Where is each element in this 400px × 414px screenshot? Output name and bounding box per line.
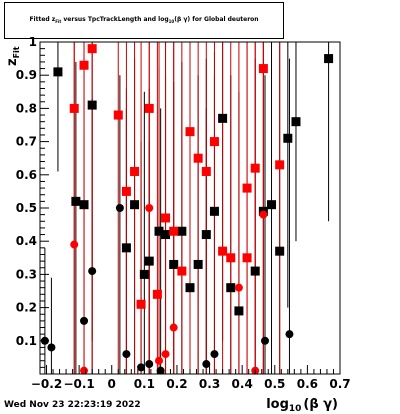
y-tick-label: 0.5 [16, 201, 37, 215]
data-point-2-8 [259, 210, 268, 219]
data-point-1-7 [144, 256, 154, 266]
data-point-1-8 [154, 226, 164, 236]
chart-title: Fitted zFit versus TpcTrackLength and lo… [29, 16, 259, 25]
y-tick-label: 0.6 [16, 168, 37, 182]
data-point-1-10 [169, 259, 179, 269]
data-point-3-14 [201, 166, 211, 176]
data-point-2-4 [161, 350, 170, 359]
data-point-1-5 [130, 200, 140, 210]
x-tick-label: 0.3 [199, 377, 220, 391]
data-point-1-3 [87, 100, 97, 110]
y-tick-label: 0.8 [16, 101, 37, 115]
data-point-0-7 [145, 360, 154, 369]
data-point-1-19 [250, 266, 260, 276]
data-point-1-16 [218, 113, 228, 123]
x-tick-label: 0.4 [232, 377, 253, 391]
x-tick-label: 0.2 [166, 377, 187, 391]
data-point-1-18 [234, 306, 244, 316]
data-point-3-5 [130, 166, 140, 176]
data-point-0-8 [156, 366, 165, 375]
data-point-2-5 [169, 323, 178, 332]
data-point-2-3 [155, 356, 164, 365]
data-point-3-0 [69, 103, 79, 113]
data-point-3-18 [242, 253, 252, 263]
data-point-1-6 [139, 269, 149, 279]
data-point-0-2 [80, 316, 89, 325]
chart-title-box: Fitted zFit versus TpcTrackLength and lo… [4, 2, 284, 39]
data-point-3-15 [209, 137, 219, 147]
data-point-0-4 [115, 204, 124, 212]
data-point-1-21 [267, 200, 277, 210]
data-point-1-2 [79, 200, 89, 210]
data-point-0-12 [285, 330, 294, 339]
y-tick-label: 0.1 [16, 334, 37, 348]
data-point-1-23 [283, 133, 293, 143]
data-point-3-17 [226, 253, 236, 263]
data-point-0-6 [137, 363, 146, 372]
data-point-1-0 [53, 67, 63, 77]
data-point-3-4 [121, 186, 131, 196]
data-point-3-9 [161, 213, 171, 223]
data-point-3-2 [87, 44, 97, 54]
y-tick-label: 0.4 [16, 234, 37, 248]
data-point-3-3 [113, 110, 123, 120]
axis-tick-labels: −0.2 −0.1 0 0.1 0.2 0.3 0.4 0.5 0.6 0.7 0.1 0.2 0.3 0… [16, 35, 351, 391]
x-tick-label: 0 [108, 377, 116, 391]
y-tick-label: 0.9 [16, 68, 37, 82]
x-tick-label: 0.1 [134, 377, 155, 391]
data-point-3-19 [242, 183, 252, 193]
data-point-2-2 [145, 204, 154, 212]
data-point-1-4 [121, 243, 131, 253]
y-tick-label: 0.7 [16, 135, 37, 149]
data-point-1-14 [201, 230, 211, 240]
x-tick-label: −0.2 [31, 377, 62, 391]
x-tick-label: −0.1 [63, 377, 94, 391]
data-point-3-11 [177, 266, 187, 276]
data-point-2-6 [234, 283, 243, 292]
data-point-3-21 [258, 64, 268, 74]
timestamp-footer: Wed Nov 23 22:23:19 2022 [4, 400, 141, 410]
data-point-1-11 [177, 226, 187, 236]
data-point-0-3 [88, 267, 97, 276]
y-tick-label: 1 [29, 35, 37, 49]
y-tick-label: 0.2 [16, 301, 37, 315]
data-point-1-25 [324, 54, 334, 64]
data-point-0-10 [210, 350, 219, 359]
data-point-1-9 [161, 230, 171, 240]
data-point-3-7 [144, 103, 154, 113]
data-point-3-10 [169, 226, 179, 236]
data-point-1-17 [226, 283, 236, 293]
data-point-2-0 [70, 240, 79, 249]
data-point-1-24 [291, 117, 301, 127]
data-point-3-16 [218, 246, 228, 256]
data-point-1-12 [185, 283, 195, 293]
data-point-1-15 [209, 206, 219, 216]
y-tick-label: 0.3 [16, 267, 37, 281]
data-point-3-12 [185, 127, 195, 137]
data-point-0-1 [47, 343, 56, 352]
data-point-1-1 [71, 196, 81, 206]
data-point-3-20 [250, 163, 260, 173]
axis-ticks [40, 41, 341, 375]
data-point-0-11 [261, 336, 269, 345]
x-tick-label: 0.5 [264, 377, 285, 391]
data-point-3-6 [136, 299, 146, 309]
data-point-2-1 [80, 366, 89, 375]
data-point-1-22 [275, 246, 285, 256]
data-point-1-13 [193, 259, 203, 269]
x-tick-label: 0.6 [297, 377, 318, 391]
data-point-0-9 [202, 360, 211, 369]
data-point-3-1 [79, 60, 89, 70]
data-point-0-5 [122, 350, 131, 359]
data-point-3-13 [193, 153, 203, 163]
data-point-3-8 [152, 289, 162, 299]
x-axis-label: log10 (β γ) [266, 397, 338, 414]
data-point-3-22 [275, 160, 285, 170]
y-axis-label: zFit [5, 46, 21, 66]
x-tick-label: 0.7 [329, 377, 350, 391]
